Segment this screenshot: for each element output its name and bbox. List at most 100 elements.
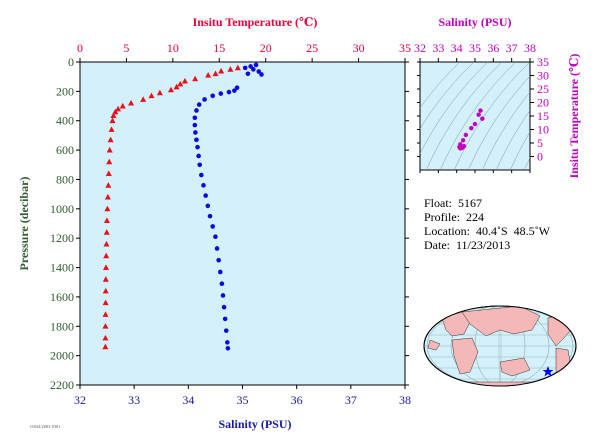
bottom-tick-label: 34 <box>182 393 194 407</box>
temperature-point <box>234 64 241 71</box>
ts-x-tick-label: 32 <box>414 41 426 55</box>
ts-point <box>478 108 483 113</box>
salinity-point <box>216 257 221 263</box>
salinity-point <box>214 246 220 251</box>
temperature-point <box>173 83 180 90</box>
temperature-point <box>103 252 110 259</box>
y-tick-label: 800 <box>56 172 74 186</box>
ts-point <box>469 125 474 131</box>
map-landmass <box>451 337 479 375</box>
temperature-point <box>218 67 225 74</box>
temperature-point <box>181 77 188 84</box>
temperature-point <box>103 217 110 223</box>
temperature-point <box>102 334 109 341</box>
salinity-point <box>256 69 262 74</box>
temperature-point <box>104 205 111 212</box>
ts-x-tick-label: 33 <box>432 41 444 55</box>
ts-y-tick-label: 0 <box>537 150 543 164</box>
salinity-point <box>226 89 232 95</box>
temperature-point <box>106 146 113 153</box>
salinity-point <box>220 293 226 298</box>
ts-x-tick-label: 35 <box>469 41 481 55</box>
density-contour <box>510 131 530 170</box>
ts-x-tick-label: 36 <box>487 41 499 55</box>
map-landmass <box>427 339 441 351</box>
temperature-point <box>102 299 109 306</box>
top-tick-label: 0 <box>77 41 83 55</box>
salinity-point <box>203 193 208 198</box>
ts-point <box>476 112 481 117</box>
density-contour <box>420 62 475 130</box>
map-landmass <box>445 381 561 386</box>
salinity-point <box>192 115 198 121</box>
salinity-point <box>207 213 213 219</box>
ts-y-tick-label: 35 <box>537 55 549 69</box>
temperature-point <box>107 136 114 143</box>
date-label: Date: 11/23/2013 <box>424 238 511 252</box>
bottom-tick-label: 33 <box>128 393 140 407</box>
ts-plot-area <box>419 61 531 171</box>
y-tick-label: 600 <box>56 143 74 157</box>
temperature-point <box>102 287 109 294</box>
ts-x-tick-label: 34 <box>451 41 463 55</box>
top-tick-label: 5 <box>123 41 129 55</box>
temperature-point <box>156 89 163 96</box>
temperature-point <box>115 105 122 112</box>
top-tick-label: 20 <box>260 41 272 55</box>
map-landmass <box>499 357 531 377</box>
temperature-point <box>192 75 199 82</box>
temperature-point <box>102 323 109 329</box>
temperature-point <box>119 102 126 109</box>
salinity-point <box>245 71 251 77</box>
profile-label: Profile: 224 <box>424 210 484 224</box>
map-landmass <box>461 306 541 337</box>
bottom-tick-label: 32 <box>74 393 86 407</box>
ts-y-axis-title: Insitu Temperature (℃) <box>567 54 581 179</box>
temperature-point <box>102 311 109 317</box>
ts-point <box>463 132 469 138</box>
temperature-point <box>103 229 110 235</box>
temperature-point <box>140 96 147 102</box>
temperature-point <box>105 182 112 188</box>
ts-point <box>472 121 478 127</box>
salinity-point <box>222 316 228 322</box>
bottom-tick-label: 37 <box>345 393 357 407</box>
y-tick-label: 400 <box>56 114 74 128</box>
salinity-point <box>192 122 198 128</box>
salinity-point <box>251 67 256 72</box>
salinity-point <box>213 234 218 240</box>
temperature-point <box>227 66 234 72</box>
temperature-point <box>212 70 219 77</box>
temperature-point <box>112 108 119 115</box>
ts-point <box>460 138 466 143</box>
salinity-point <box>210 93 216 99</box>
y-axis-title: Pressure (decibar) <box>17 177 31 271</box>
density-contour <box>454 62 530 170</box>
temperature-point <box>103 264 109 270</box>
temperature-point <box>177 80 184 87</box>
salinity-point <box>210 224 216 229</box>
bottom-tick-label: 35 <box>237 393 249 407</box>
salinity-point <box>223 328 229 333</box>
y-tick-label: 2000 <box>50 349 74 363</box>
temperature-point <box>104 193 111 200</box>
salinity-point <box>225 345 231 351</box>
map-border <box>423 305 577 387</box>
salinity-point <box>259 72 264 77</box>
float-location-star-icon <box>542 366 554 377</box>
salinity-point <box>217 269 223 275</box>
temperature-point <box>102 343 109 350</box>
salinity-point <box>221 304 227 310</box>
footer-note: f3044/2003 9301 <box>30 424 61 429</box>
ts-y-tick-label: 5 <box>537 136 543 150</box>
salinity-point <box>248 64 253 69</box>
ts-y-tick-label: 20 <box>537 96 549 110</box>
salinity-point <box>218 91 224 96</box>
temperature-point <box>102 276 109 282</box>
ts-y-tick-label: 15 <box>537 109 549 123</box>
ts-point <box>480 116 485 121</box>
density-contour <box>496 110 530 170</box>
top-tick-label: 25 <box>306 41 318 55</box>
temperature-point <box>108 126 115 132</box>
density-contour <box>426 62 503 170</box>
